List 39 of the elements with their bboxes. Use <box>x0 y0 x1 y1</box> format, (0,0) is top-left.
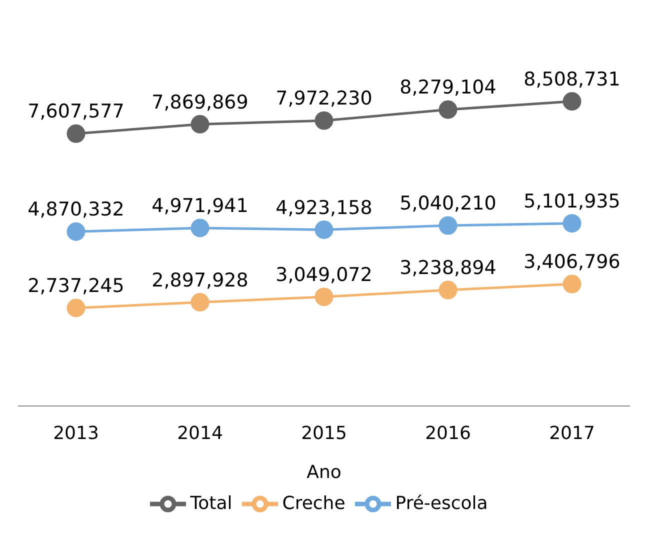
data-label: 2,897,928 <box>152 269 248 292</box>
data-label: 7,972,230 <box>276 88 372 110</box>
data-label: 4,971,941 <box>152 195 248 218</box>
legend-label: Creche <box>282 492 346 514</box>
x-axis-title: Ano <box>306 462 342 483</box>
point <box>562 92 582 111</box>
point <box>314 220 334 239</box>
data-label: 3,406,796 <box>524 251 620 274</box>
point <box>66 124 86 143</box>
point <box>66 298 86 318</box>
legend-label: Total <box>190 492 232 514</box>
point <box>190 293 210 312</box>
point <box>190 115 210 134</box>
point <box>562 214 582 233</box>
point <box>438 280 458 300</box>
data-label: 5,040,210 <box>400 192 496 215</box>
x-tick-label: 2016 <box>425 422 471 444</box>
x-tick-label: 2017 <box>549 422 595 444</box>
data-label: 8,279,104 <box>400 76 496 99</box>
x-tick-label: 2013 <box>53 422 99 444</box>
legend-label: Pré-escola <box>395 492 488 514</box>
point <box>190 218 210 238</box>
data-label: 8,508,731 <box>524 68 620 90</box>
x-tick-label: 2014 <box>177 422 223 444</box>
point <box>66 222 86 241</box>
x-tick-label: 2015 <box>301 422 347 444</box>
data-label: 4,923,158 <box>276 196 372 219</box>
data-label: 7,607,577 <box>28 100 124 123</box>
point <box>314 288 334 306</box>
data-label: 3,049,072 <box>276 264 372 286</box>
data-label: 4,870,332 <box>28 198 124 221</box>
data-label: 3,238,894 <box>400 257 496 280</box>
data-label: 7,869,869 <box>152 91 248 114</box>
data-label: 5,101,935 <box>524 190 620 212</box>
point <box>562 274 582 294</box>
point <box>438 216 458 235</box>
point <box>438 100 458 119</box>
data-label: 2,737,245 <box>28 275 124 298</box>
point <box>314 111 334 130</box>
